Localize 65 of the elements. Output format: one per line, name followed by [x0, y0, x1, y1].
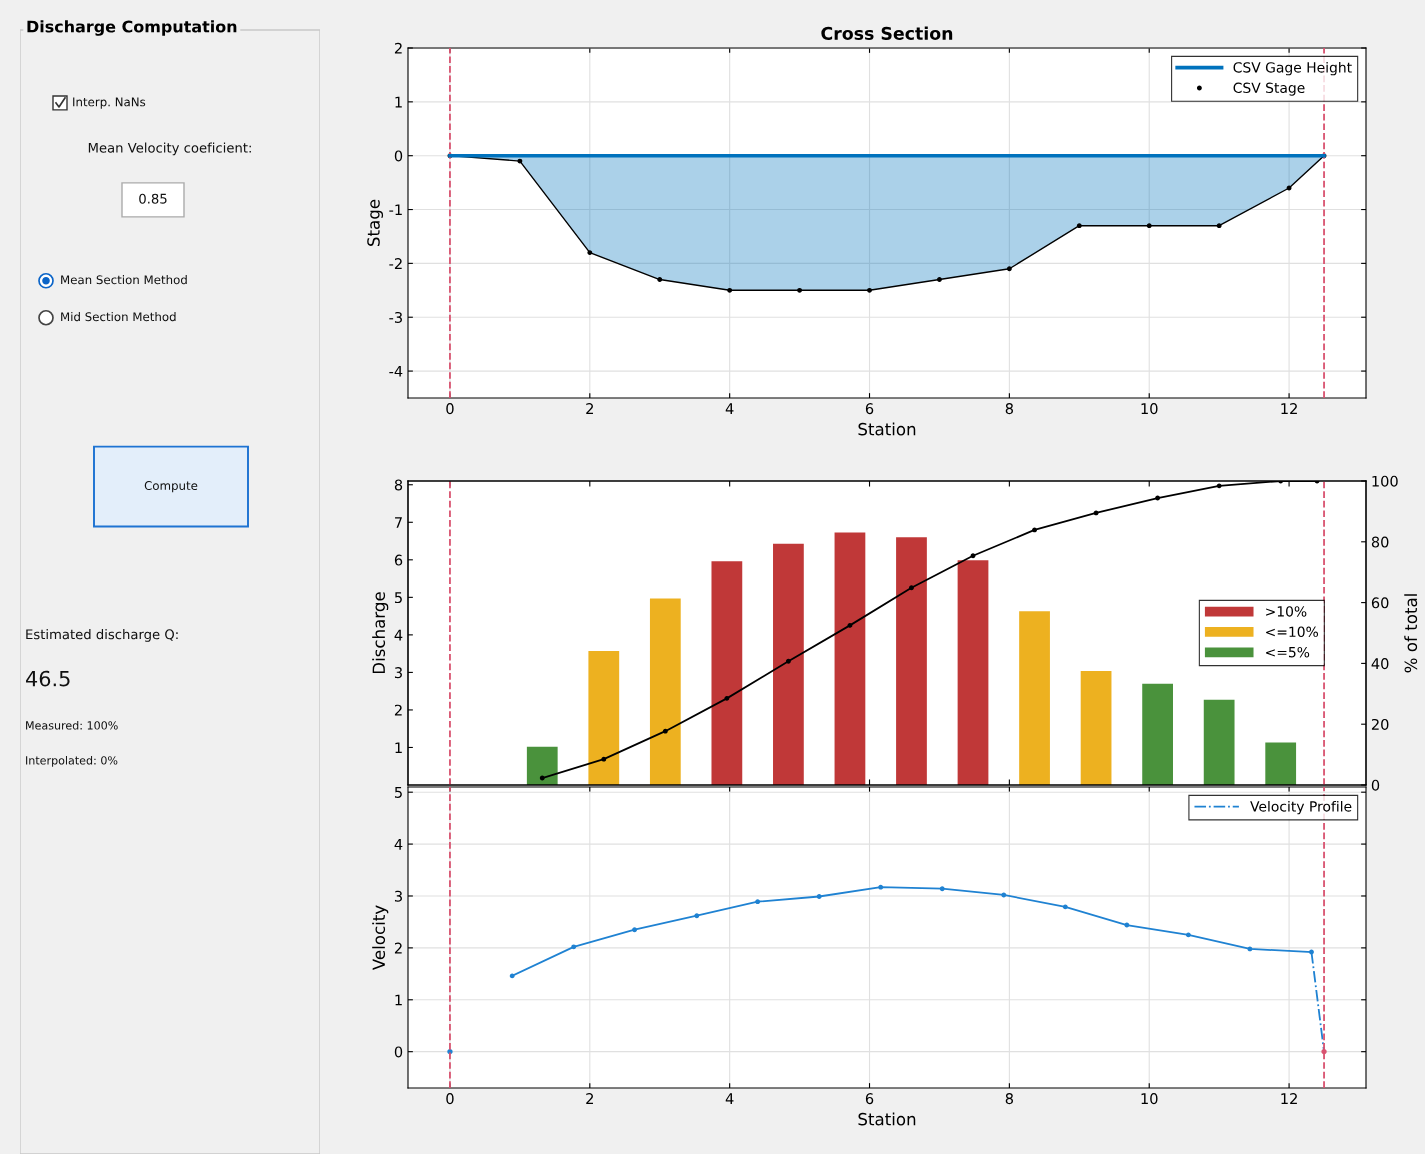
- y-axis-title: Velocity: [372, 905, 389, 971]
- text: Mid Section Method: [61, 312, 176, 322]
- y-tick-label: 5: [394, 787, 402, 798]
- text: Compute: [144, 481, 198, 493]
- y2-axis-title: % of total: [1404, 594, 1418, 673]
- y-axis-title: Stage: [367, 199, 384, 246]
- y-tick-label: 2: [394, 704, 402, 716]
- y-tick-label: -1: [389, 204, 402, 216]
- y-tick-label: 3: [394, 890, 402, 902]
- legend-label: <=5%: [1266, 646, 1310, 658]
- x-tick-label: 0: [446, 1093, 454, 1105]
- x-tick-label: 0: [446, 403, 454, 415]
- legend-label: Velocity Profile: [1250, 800, 1352, 815]
- y-tick-label: 2: [394, 42, 402, 54]
- y-axis-title: Discharge: [372, 592, 389, 674]
- text: Interp. NaNs: [73, 97, 146, 109]
- x-tick-label: 4: [725, 403, 734, 414]
- x-axis-title: Station: [858, 422, 916, 436]
- y-tick-label: 3: [394, 667, 402, 679]
- y-tick-label: 1: [395, 994, 402, 1006]
- text: Measured: 100%: [26, 721, 118, 730]
- legend-label: CSV Stage: [1233, 82, 1305, 96]
- x-axis-title: Station: [858, 1112, 916, 1126]
- text: Mean Section Method: [61, 275, 187, 285]
- x-tick-label: 6: [865, 403, 874, 415]
- y-tick-label: -2: [389, 258, 402, 269]
- text: Interpolated: 0%: [26, 755, 118, 767]
- y2-tick-label: 100: [1372, 475, 1398, 487]
- y-tick-label: 5: [394, 592, 402, 604]
- x-tick-label: 12: [1281, 403, 1297, 414]
- legend-label: <=10%: [1266, 626, 1319, 638]
- text: Discharge Computation: [27, 20, 237, 36]
- y-tick-label: 7: [395, 517, 402, 528]
- y2-tick-label: 0: [1371, 779, 1380, 791]
- text: Estimated discharge Q:: [26, 629, 178, 642]
- y2-tick-label: 80: [1371, 536, 1389, 548]
- y-tick-label: 1: [395, 742, 402, 754]
- text: Mean Velocity coeficient:: [88, 142, 251, 156]
- y-tick-label: 4: [394, 838, 403, 850]
- x-tick-label: 8: [1005, 403, 1014, 415]
- y-tick-label: -3: [389, 311, 402, 323]
- x-tick-label: 8: [1005, 1093, 1014, 1105]
- x-tick-label: 10: [1141, 403, 1158, 415]
- x-tick-label: 2: [586, 403, 593, 414]
- legend-label: CSV Gage Height: [1233, 61, 1352, 76]
- y-tick-label: 0: [394, 1046, 403, 1058]
- y-tick-label: 6: [394, 554, 403, 566]
- y-tick-label: 8: [394, 479, 403, 491]
- chart-title: Cross Section: [821, 26, 953, 40]
- legend-label: >10%: [1266, 606, 1307, 617]
- text: 46.5: [26, 670, 70, 687]
- y-tick-label: 4: [394, 629, 403, 641]
- y-tick-label: 0: [394, 150, 403, 162]
- y-tick-label: 2: [394, 942, 402, 954]
- x-tick-label: 4: [725, 1093, 734, 1104]
- y2-tick-label: 60: [1371, 597, 1389, 609]
- y-tick-label: -4: [389, 365, 403, 377]
- y2-tick-label: 20: [1371, 718, 1389, 730]
- x-tick-label: 2: [586, 1093, 593, 1104]
- y2-tick-label: 40: [1371, 658, 1389, 670]
- x-tick-label: 10: [1141, 1093, 1158, 1105]
- x-tick-label: 12: [1281, 1093, 1297, 1104]
- x-tick-label: 6: [865, 1093, 874, 1105]
- text: 0.85: [139, 193, 167, 204]
- y-tick-label: 1: [395, 96, 402, 108]
